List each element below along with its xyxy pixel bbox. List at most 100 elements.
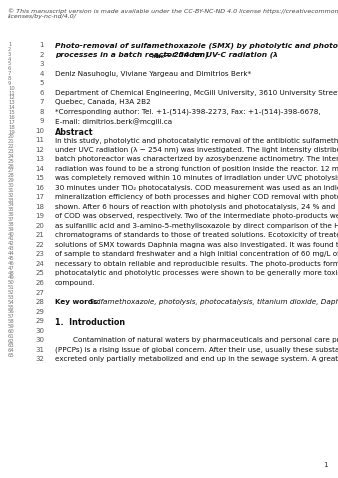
Text: excreted only partially metabolized and end up in the sewage system. A great por: excreted only partially metabolized and …: [55, 356, 338, 362]
Text: 62: 62: [8, 338, 15, 344]
Text: 45: 45: [8, 256, 15, 261]
Text: shown. After 6 hours of reaction with photolysis and photocatalysis, 24 % and 87: shown. After 6 hours of reaction with ph…: [55, 204, 338, 210]
Text: 48: 48: [8, 271, 15, 275]
Text: 7: 7: [40, 99, 44, 105]
Text: necessary to obtain reliable and reproducible results. The photo-products formed: necessary to obtain reliable and reprodu…: [55, 261, 338, 267]
Text: 10: 10: [8, 86, 15, 91]
Text: 12: 12: [35, 147, 44, 152]
Text: 31: 31: [8, 188, 15, 193]
Text: 28: 28: [35, 299, 44, 305]
Text: as sulfanilic acid and 3-amino-5-methylisoxazole by direct comparison of the HPL: as sulfanilic acid and 3-amino-5-methyli…: [55, 223, 338, 229]
Text: 6: 6: [40, 89, 44, 96]
Text: 14: 14: [35, 166, 44, 172]
Text: 10: 10: [35, 128, 44, 134]
Text: 64: 64: [8, 348, 15, 353]
Text: In this study, photolytic and photocatalytic removal of the antibiotic sulfameth: In this study, photolytic and photocatal…: [55, 137, 338, 144]
Text: batch photoreactor was characterized by azosybenzene actinometry. The intensity : batch photoreactor was characterized by …: [55, 156, 338, 162]
Text: 27: 27: [8, 168, 15, 174]
Text: 13: 13: [8, 100, 15, 105]
Text: 29: 29: [8, 178, 15, 183]
Text: 39: 39: [8, 227, 15, 232]
Text: 1: 1: [40, 42, 44, 48]
Text: 21: 21: [35, 232, 44, 239]
Text: 22: 22: [35, 242, 44, 248]
Text: 59: 59: [8, 324, 15, 329]
Text: 28: 28: [8, 173, 15, 178]
Text: 3: 3: [40, 61, 44, 67]
Text: 65: 65: [8, 353, 15, 358]
Text: 35: 35: [8, 207, 15, 212]
Text: 23: 23: [8, 149, 15, 154]
Text: 8: 8: [8, 76, 11, 81]
Text: 16: 16: [35, 185, 44, 191]
Text: 26: 26: [35, 280, 44, 286]
Text: 52: 52: [8, 290, 15, 295]
Text: 23: 23: [35, 251, 44, 258]
Text: 18: 18: [35, 204, 44, 210]
Text: 25: 25: [8, 159, 15, 163]
Text: 1.  Introduction: 1. Introduction: [55, 318, 125, 327]
Text: under UVC radiation (λ − 254 nm) was investigated. The light intensity distribut: under UVC radiation (λ − 254 nm) was inv…: [55, 147, 338, 153]
Text: 9: 9: [40, 118, 44, 124]
Text: of COD was observed, respectively. Two of the intermediate photo-products were i: of COD was observed, respectively. Two o…: [55, 213, 338, 219]
Text: of sample to standard freshwater and a high initial concentration of 60 mg/L of : of sample to standard freshwater and a h…: [55, 251, 338, 258]
Text: 14: 14: [8, 105, 15, 110]
Text: 43: 43: [8, 246, 15, 251]
Text: 15: 15: [35, 175, 44, 181]
Text: 2: 2: [40, 52, 44, 57]
Text: 11: 11: [8, 91, 15, 96]
Text: 8: 8: [40, 109, 44, 115]
Text: Contamination of natural waters by pharmaceuticals and personal care products: Contamination of natural waters by pharm…: [55, 337, 338, 343]
Text: 31: 31: [35, 347, 44, 353]
Text: 49: 49: [8, 275, 15, 281]
Text: 4: 4: [8, 56, 11, 62]
Text: = 254 nm): = 254 nm): [162, 52, 209, 58]
Text: 46: 46: [8, 261, 15, 266]
Text: compound.: compound.: [55, 280, 95, 286]
Text: 13: 13: [35, 156, 44, 162]
Text: 20: 20: [8, 134, 15, 140]
Text: 58: 58: [8, 319, 15, 324]
Text: 33: 33: [8, 197, 15, 203]
Text: 42: 42: [8, 241, 15, 246]
Text: 20: 20: [35, 223, 44, 229]
Text: *Corresponding author: Tel. +1-(514)-398-2273, Fax: +1-(514)-398-6678,: *Corresponding author: Tel. +1-(514)-398…: [55, 109, 321, 115]
Text: radiation was found to be a strong function of position inside the reactor. 12 m: radiation was found to be a strong funct…: [55, 166, 338, 172]
Text: 18: 18: [8, 125, 15, 130]
Text: 11: 11: [35, 137, 44, 143]
Text: 53: 53: [8, 295, 15, 300]
Text: 5: 5: [8, 62, 11, 66]
Text: 37: 37: [8, 217, 15, 222]
Text: 47: 47: [8, 266, 15, 271]
Text: (PPCPs) is a rising issue of global concern. After their use, usually these subs: (PPCPs) is a rising issue of global conc…: [55, 347, 338, 353]
Text: 29: 29: [35, 309, 44, 315]
Text: max: max: [152, 54, 165, 59]
Text: 26: 26: [8, 163, 15, 169]
Text: Department of Chemical Engineering, McGill University, 3610 University Street, M: Department of Chemical Engineering, McGi…: [55, 89, 338, 96]
Text: 55: 55: [8, 304, 15, 310]
Text: mineralization efficiency of both processes and higher COD removal with photocat: mineralization efficiency of both proces…: [55, 195, 338, 200]
Text: 56: 56: [8, 309, 15, 315]
Text: 5: 5: [40, 80, 44, 86]
Text: 19: 19: [8, 130, 15, 134]
Text: 30: 30: [35, 327, 44, 334]
Text: 57: 57: [8, 314, 15, 319]
Text: E-mail: dimitrios.berk@mcgill.ca: E-mail: dimitrios.berk@mcgill.ca: [55, 118, 172, 125]
Text: 24: 24: [8, 154, 15, 159]
Text: 15: 15: [8, 110, 15, 115]
Text: 44: 44: [8, 251, 15, 256]
Text: 2: 2: [8, 47, 11, 52]
Text: 34: 34: [8, 203, 15, 207]
Text: 25: 25: [35, 271, 44, 276]
Text: 54: 54: [8, 300, 15, 304]
Text: 4: 4: [40, 71, 44, 76]
Text: 27: 27: [35, 290, 44, 295]
Text: Abstract: Abstract: [55, 128, 94, 137]
Text: Quebec, Canada, H3A 2B2: Quebec, Canada, H3A 2B2: [55, 99, 151, 105]
Text: 50: 50: [8, 280, 15, 285]
Text: 1: 1: [8, 42, 11, 47]
Text: 7: 7: [8, 71, 11, 76]
Text: Key words:: Key words:: [55, 299, 100, 305]
Text: 3: 3: [8, 52, 11, 57]
Text: 38: 38: [8, 222, 15, 227]
